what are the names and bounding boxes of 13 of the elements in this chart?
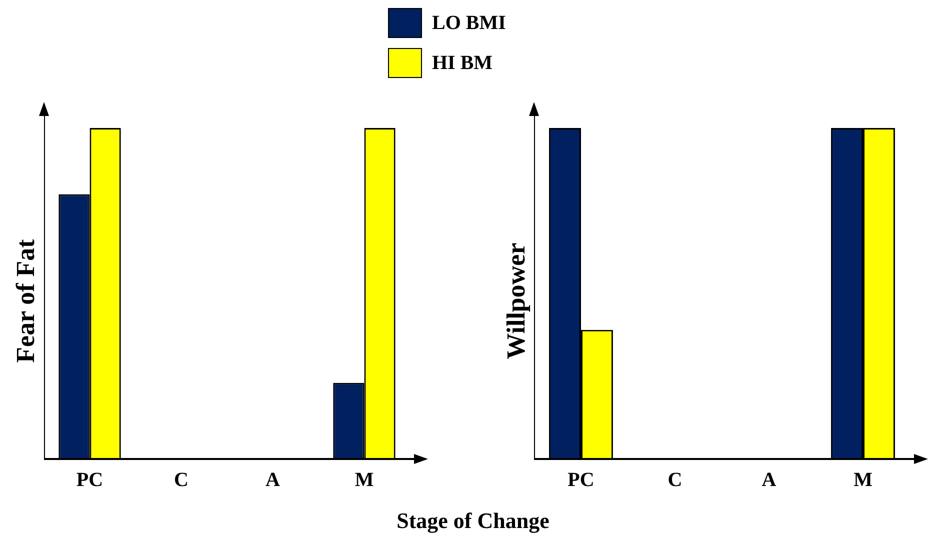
x-tick-label: C: [668, 469, 682, 492]
x-tick-label: PC: [568, 469, 594, 492]
legend-label: HI BM: [432, 52, 493, 74]
x-tick-label: PC: [76, 469, 104, 492]
x-axis-title: Stage of Change: [396, 508, 550, 534]
y-axis-title: Fear of Fat: [11, 238, 41, 362]
legend-label: LO BMI: [432, 12, 506, 34]
x-tick-label: A: [762, 469, 777, 492]
x-tick-label: M: [854, 469, 873, 492]
y-axis-title: Willpower: [501, 242, 531, 359]
x-tick-label: A: [266, 469, 281, 492]
x-tick-label: C: [174, 469, 188, 492]
x-tick-label: M: [354, 469, 374, 492]
